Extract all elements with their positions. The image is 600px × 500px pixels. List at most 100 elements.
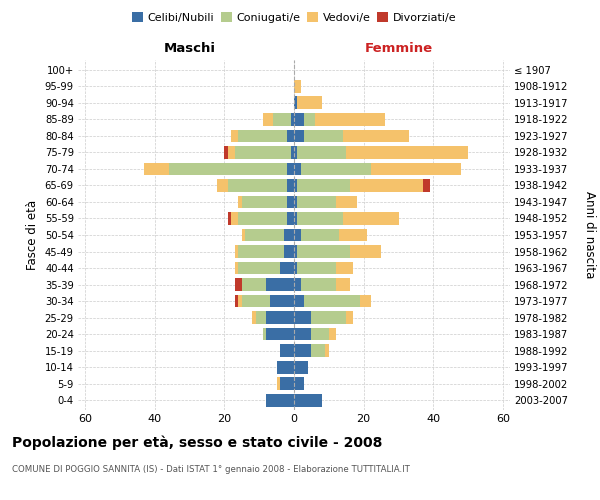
Bar [235, 245, 238, 258]
Y-axis label: Anni di nascita: Anni di nascita [583, 192, 596, 278]
Bar [228, 146, 235, 159]
Y-axis label: Fasce di età: Fasce di età [26, 200, 39, 270]
Bar [287, 212, 294, 225]
Bar [343, 212, 398, 225]
Bar [266, 278, 294, 291]
Bar [329, 328, 336, 340]
Bar [298, 146, 346, 159]
Bar [231, 212, 238, 225]
Bar [238, 212, 287, 225]
Bar [294, 162, 301, 175]
Bar [294, 311, 311, 324]
Bar [311, 344, 325, 357]
Bar [280, 344, 294, 357]
Bar [238, 130, 287, 142]
Bar [298, 179, 350, 192]
Bar [294, 377, 304, 390]
Bar [336, 278, 350, 291]
Bar [287, 196, 294, 208]
Bar [298, 196, 336, 208]
Bar [252, 311, 256, 324]
Bar [304, 294, 360, 308]
Bar [284, 245, 294, 258]
Bar [144, 162, 169, 175]
Bar [256, 311, 266, 324]
Bar [280, 377, 294, 390]
Bar [315, 113, 385, 126]
Bar [235, 278, 242, 291]
Bar [284, 228, 294, 241]
Bar [301, 228, 339, 241]
Bar [238, 245, 284, 258]
Bar [350, 179, 423, 192]
Bar [311, 328, 329, 340]
Bar [242, 196, 287, 208]
Bar [224, 146, 228, 159]
Bar [231, 130, 238, 142]
Bar [298, 262, 336, 274]
Bar [339, 228, 367, 241]
Bar [294, 212, 298, 225]
Bar [228, 179, 287, 192]
Bar [235, 294, 238, 308]
Text: COMUNE DI POGGIO SANNITA (IS) - Dati ISTAT 1° gennaio 2008 - Elaborazione TUTTIT: COMUNE DI POGGIO SANNITA (IS) - Dati IST… [12, 465, 410, 474]
Bar [169, 162, 287, 175]
Bar [298, 96, 322, 110]
Bar [298, 245, 350, 258]
Bar [228, 212, 231, 225]
Bar [294, 179, 298, 192]
Text: Popolazione per età, sesso e stato civile - 2008: Popolazione per età, sesso e stato civil… [12, 435, 382, 450]
Bar [242, 294, 269, 308]
Bar [423, 179, 430, 192]
Bar [273, 113, 290, 126]
Bar [294, 196, 298, 208]
Bar [263, 113, 273, 126]
Bar [294, 113, 304, 126]
Bar [294, 80, 301, 93]
Bar [350, 245, 381, 258]
Bar [294, 328, 311, 340]
Bar [298, 212, 343, 225]
Bar [287, 179, 294, 192]
Bar [294, 278, 301, 291]
Bar [336, 262, 353, 274]
Bar [304, 113, 315, 126]
Bar [287, 162, 294, 175]
Bar [301, 278, 336, 291]
Bar [360, 294, 371, 308]
Bar [280, 262, 294, 274]
Bar [242, 228, 245, 241]
Bar [266, 311, 294, 324]
Bar [290, 113, 294, 126]
Bar [294, 146, 298, 159]
Bar [294, 344, 311, 357]
Bar [290, 146, 294, 159]
Bar [263, 328, 266, 340]
Bar [346, 311, 353, 324]
Bar [245, 228, 284, 241]
Bar [294, 245, 298, 258]
Bar [235, 262, 238, 274]
Bar [242, 278, 266, 291]
Bar [371, 162, 461, 175]
Bar [238, 196, 242, 208]
Legend: Celibi/Nubili, Coniugati/e, Vedovi/e, Divorziati/e: Celibi/Nubili, Coniugati/e, Vedovi/e, Di… [127, 8, 461, 28]
Bar [336, 196, 357, 208]
Bar [266, 328, 294, 340]
Bar [294, 130, 304, 142]
Bar [269, 294, 294, 308]
Bar [311, 311, 346, 324]
Bar [294, 228, 301, 241]
Text: Femmine: Femmine [364, 42, 433, 55]
Bar [304, 130, 343, 142]
Bar [277, 377, 280, 390]
Bar [277, 360, 294, 374]
Bar [301, 162, 371, 175]
Bar [238, 262, 280, 274]
Bar [346, 146, 468, 159]
Bar [343, 130, 409, 142]
Bar [266, 394, 294, 406]
Bar [294, 96, 298, 110]
Bar [238, 294, 242, 308]
Bar [325, 344, 329, 357]
